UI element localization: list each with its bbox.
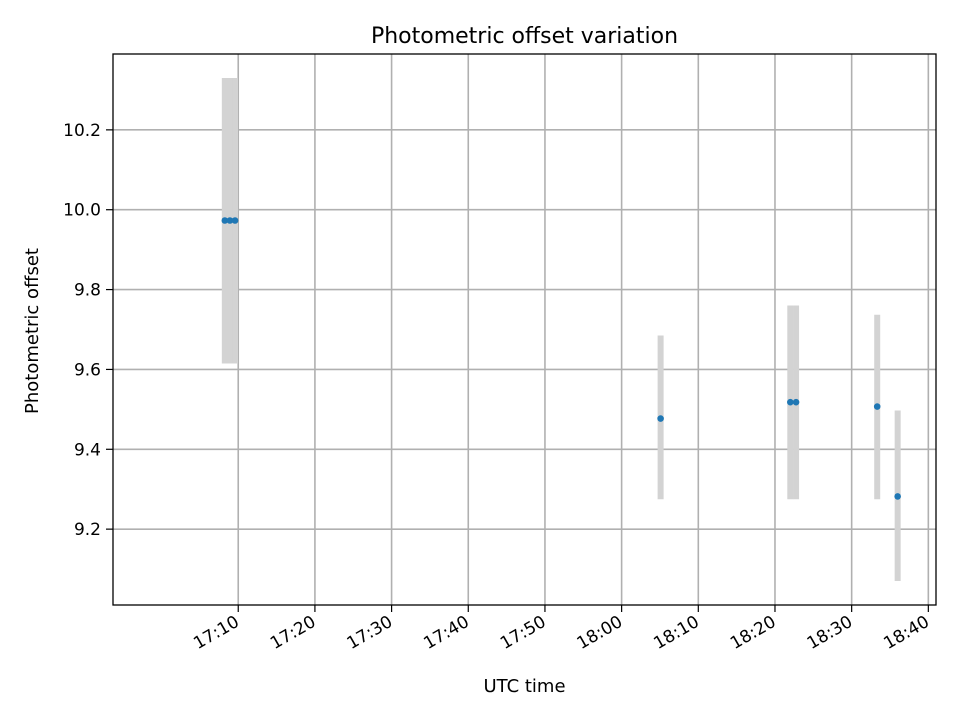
plot-area: 17:10 17:20 17:30 17:40 17:50 18:00 18:10 18:20… bbox=[63, 53, 937, 654]
y-tick-label: 9.6 bbox=[74, 360, 101, 380]
data-point bbox=[657, 415, 664, 422]
y-tick-label: 10.0 bbox=[63, 201, 101, 221]
data-point bbox=[226, 217, 234, 224]
data-point bbox=[894, 493, 901, 500]
data-point bbox=[873, 403, 881, 410]
y-tick-label: 10.2 bbox=[63, 121, 101, 141]
data-point bbox=[787, 398, 794, 406]
y-axis-label: Photometric offset bbox=[22, 248, 43, 414]
y-tick-label: 9.4 bbox=[74, 440, 101, 460]
data-point bbox=[231, 217, 239, 224]
y-tick-label: 9.2 bbox=[74, 520, 101, 540]
data-point bbox=[792, 398, 800, 406]
x-axis-label: UTC time bbox=[483, 676, 565, 697]
y-tick-label: 9.8 bbox=[74, 281, 101, 301]
data-point bbox=[221, 217, 229, 224]
chart-title: Photometric offset variation bbox=[371, 24, 678, 49]
plot-frame bbox=[112, 53, 937, 606]
